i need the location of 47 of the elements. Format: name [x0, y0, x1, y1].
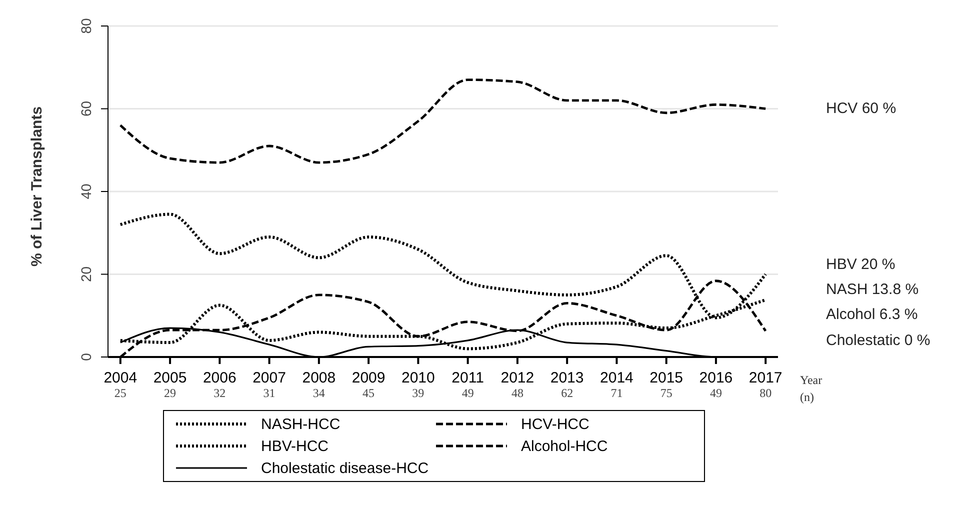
x-tick-label: 2008	[302, 370, 336, 387]
text: NASH 13.8 %	[826, 281, 919, 298]
text: Cholestatic 0 %	[826, 332, 930, 349]
text: 34	[312, 386, 325, 400]
x-tick-label: 2013	[550, 370, 584, 387]
x-tick-label: 2017	[748, 370, 782, 387]
legend-label: Cholestatic disease-HCC	[261, 460, 429, 476]
y-tick-label: 40	[78, 184, 94, 200]
text: 49	[462, 386, 474, 400]
text: 62	[561, 386, 574, 400]
text: 25	[114, 386, 126, 400]
text: 71	[610, 386, 623, 400]
x-tick-label: 2009	[352, 370, 386, 387]
legend-label: Alcohol-HCC	[521, 438, 608, 454]
y-tick-label: 0	[78, 352, 94, 361]
x-tick-label: 2004	[104, 370, 138, 387]
legend-label: HBV-HCC	[261, 438, 329, 454]
text: 31	[263, 386, 276, 400]
y-tick-label: 80	[78, 18, 94, 34]
y-axis-title: % of Liver Transplants	[28, 106, 46, 266]
text: HBV 20 %	[826, 256, 896, 273]
x-tick-label: 2006	[202, 370, 236, 387]
x-tick-label: 2011	[452, 370, 484, 387]
legend-label: NASH-HCC	[261, 416, 340, 432]
line-series	[119, 78, 767, 164]
x-tick-label: 2010	[402, 370, 435, 387]
text: 29	[164, 386, 176, 400]
x-tick-label: 2007	[252, 370, 286, 387]
text: Alcohol 6.3 %	[826, 306, 918, 323]
text: (n)	[800, 390, 814, 404]
text: 75	[660, 386, 672, 400]
y-tick-label: 20	[78, 266, 94, 282]
text: 32	[214, 386, 226, 400]
x-tick-label: 2012	[500, 370, 534, 387]
legend-label: HCV-HCC	[521, 416, 590, 432]
text: 80	[760, 386, 772, 400]
x-tick-label: 2005	[153, 370, 187, 387]
text: Year	[800, 373, 822, 387]
x-tick-label: 2015	[650, 370, 684, 387]
text: HCV 60 %	[826, 100, 896, 117]
text: 49	[710, 386, 722, 400]
x-tick-label: 2014	[600, 370, 634, 387]
text: 45	[362, 386, 375, 400]
text: 48	[511, 386, 524, 400]
y-tick-label: 60	[78, 100, 94, 117]
x-tick-label: 2016	[699, 370, 733, 387]
text: 39	[412, 386, 424, 400]
